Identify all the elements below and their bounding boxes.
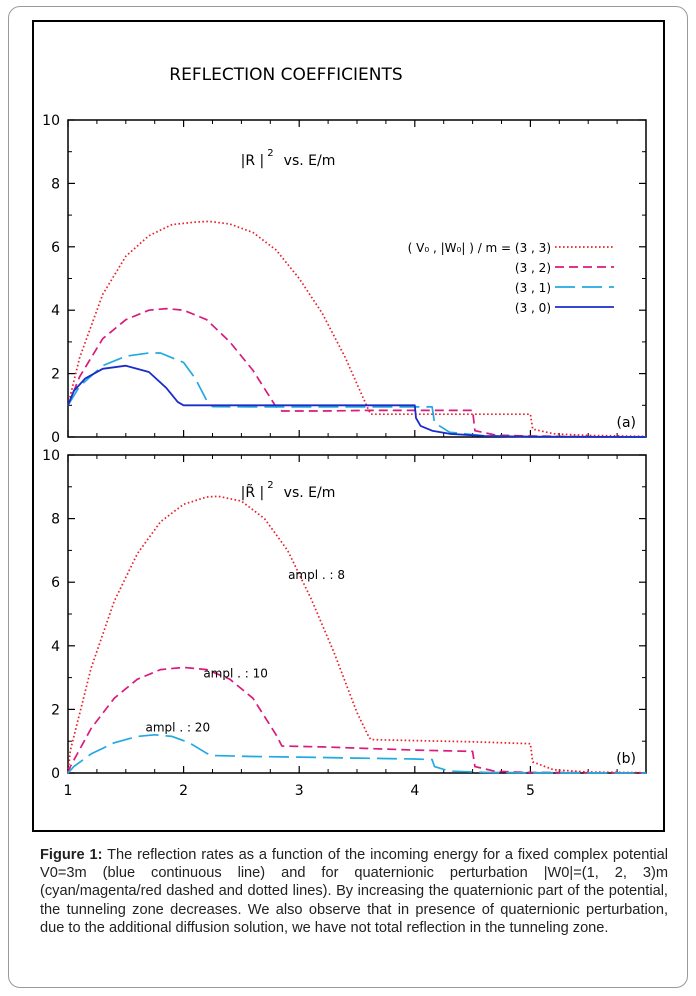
x-tick-label-b: 4: [410, 783, 419, 799]
legend-entry-label: (3 , 1): [515, 281, 551, 295]
panel-label-b: (b): [616, 751, 636, 767]
x-tick-label-b: 1: [64, 783, 73, 799]
panel-title-lead: |R̃ |: [241, 484, 265, 501]
x-tick-label-b: 2: [179, 783, 188, 799]
y-tick-label-b: 8: [51, 512, 60, 528]
x-tick-label-b: 5: [526, 783, 535, 799]
y-tick-label-a: 4: [51, 303, 60, 319]
y-tick-label-a: 6: [51, 240, 60, 256]
series-line-a-1: [67, 307, 647, 438]
figure-frame: [32, 20, 665, 832]
main-title: REFLECTION COEFFICIENTS: [169, 65, 402, 85]
series-annotation-2: ampl . : 20: [146, 721, 211, 735]
series-line-a-3: [67, 364, 647, 438]
caption-label: Figure 1:: [40, 847, 103, 863]
panel-title-b: |R̃ | 2 vs. E/m: [241, 480, 336, 501]
legend-entry-label: (3 , 0): [515, 301, 551, 315]
x-tick-label-b: 3: [295, 783, 304, 799]
figure-container: [8, 6, 688, 988]
y-tick-label-b: 6: [51, 575, 60, 591]
y-tick-label-b: 0: [51, 766, 60, 782]
series-line-a-2: [67, 352, 647, 438]
series-line-b-2: [67, 733, 647, 774]
legend-entry-label: (3 , 2): [515, 261, 551, 275]
series-line-b-0: [67, 495, 647, 774]
series-line-a-0: [67, 220, 647, 438]
series-line-b-1: [67, 666, 647, 774]
caption-text: The reflection rates as a function of th…: [40, 847, 669, 936]
panel-title-a: |R | 2 vs. E/m: [241, 148, 336, 169]
plot-frame-a: [67, 119, 647, 438]
y-tick-label-a: 8: [51, 176, 60, 192]
panel-label-a: (a): [616, 415, 636, 431]
panel-title-sup: 2: [267, 148, 273, 159]
panel-title-sup: 2: [267, 480, 273, 491]
panel-title-tail: vs. E/m: [284, 153, 336, 169]
panel-title-tail: vs. E/m: [284, 485, 336, 501]
y-tick-label-a: 2: [51, 367, 60, 383]
y-tick-label-a: 10: [42, 113, 60, 129]
legend-header: ( V₀ , |W₀| ) / m = (3 , 3): [408, 241, 551, 255]
y-tick-label-b: 10: [42, 448, 60, 464]
figure-caption: Figure 1: The reflection rates as a func…: [40, 846, 668, 937]
panel-title-lead: |R |: [241, 153, 265, 169]
y-tick-label-b: 2: [51, 702, 60, 718]
series-annotation-1: ampl . : 10: [203, 667, 268, 681]
series-annotation-0: ampl . : 8: [288, 568, 345, 582]
y-tick-label-a: 0: [51, 430, 60, 446]
y-tick-label-b: 4: [51, 639, 60, 655]
